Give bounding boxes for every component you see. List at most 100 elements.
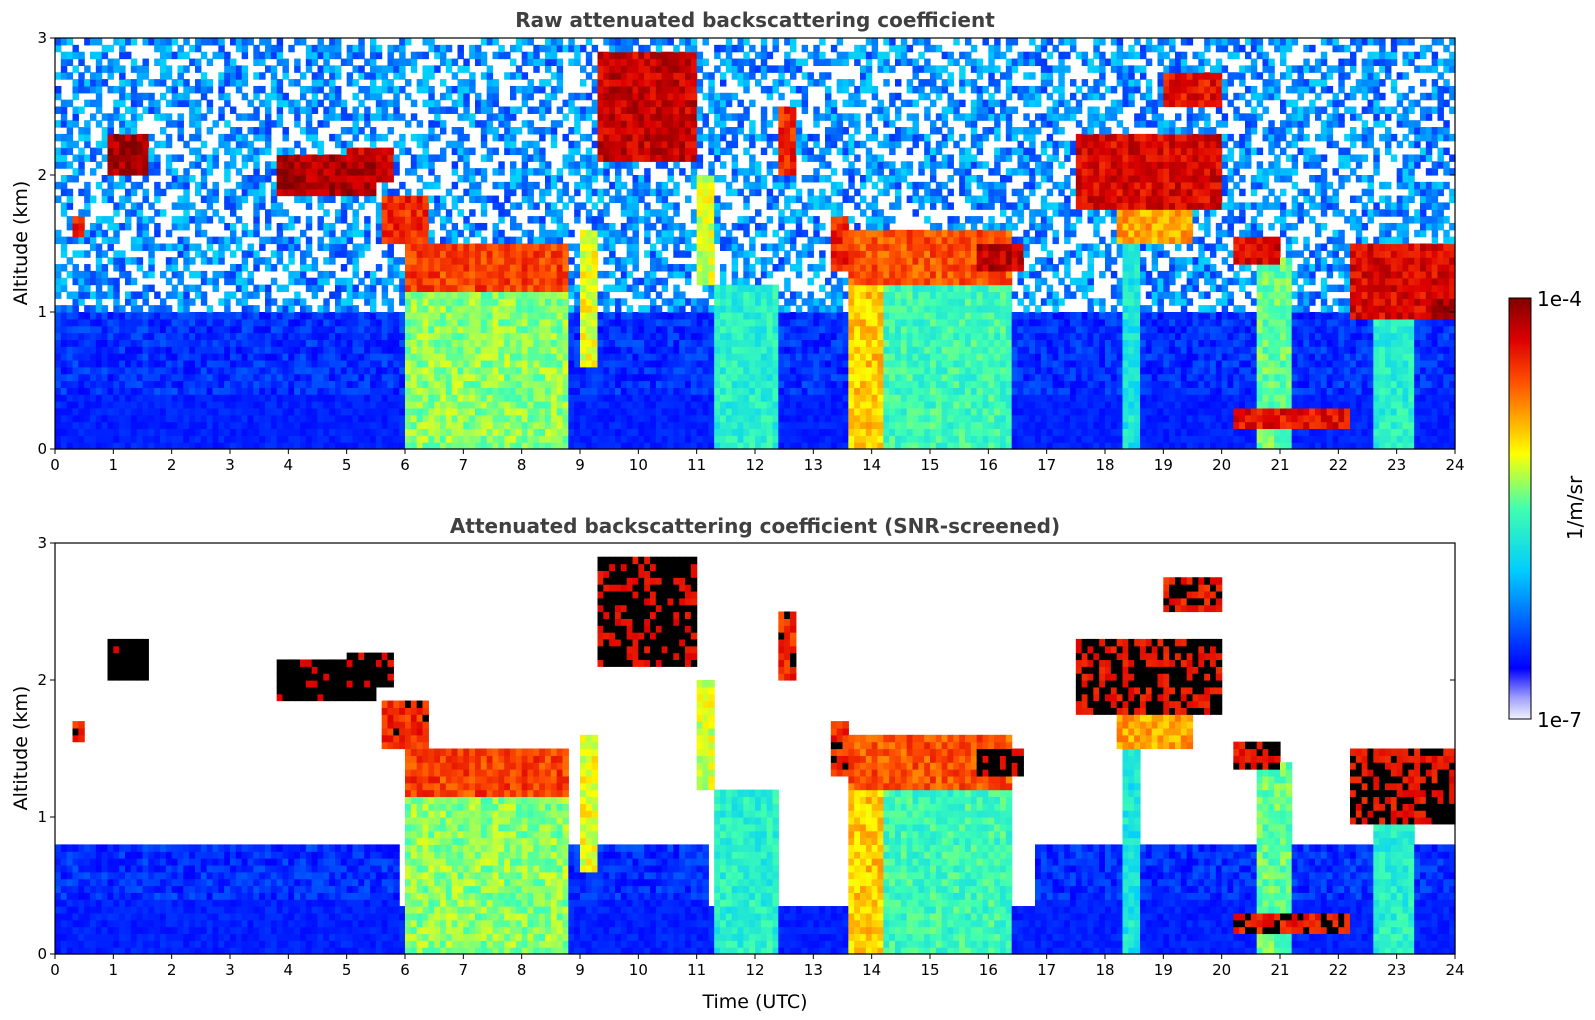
heatmap-cell: [107, 113, 114, 121]
heatmap-cell: [626, 92, 634, 101]
heatmap-cell: [673, 120, 680, 128]
heatmap-cell: [125, 428, 132, 436]
heatmap-cell: [300, 332, 307, 340]
heatmap-cell: [329, 106, 336, 114]
heatmap-cell: [276, 250, 284, 258]
heatmap-cell: [107, 58, 114, 66]
heatmap-cell: [638, 277, 645, 286]
heatmap-cell: [545, 332, 552, 340]
heatmap-cell: [486, 99, 494, 108]
heatmap-cell: [451, 339, 459, 347]
heatmap-cell: [597, 51, 604, 60]
heatmap-cell: [644, 373, 651, 382]
heatmap-cell: [230, 394, 237, 402]
heatmap-cell: [335, 44, 342, 53]
heatmap-cell: [527, 243, 534, 251]
heatmap-cell: [405, 353, 412, 361]
heatmap-cell: [562, 366, 569, 375]
heatmap-cell: [597, 154, 604, 162]
heatmap-cell: [329, 161, 336, 169]
heatmap-cell: [352, 414, 359, 423]
heatmap-cell: [562, 305, 569, 313]
heatmap-cell: [160, 65, 167, 73]
heatmap-cell: [533, 387, 540, 395]
heatmap-cell: [305, 181, 313, 190]
heatmap-cell: [469, 339, 476, 347]
heatmap-cell: [340, 236, 348, 245]
heatmap-cell: [95, 353, 103, 361]
heatmap-cell: [171, 181, 179, 190]
heatmap-cell: [661, 147, 669, 156]
heatmap-cell: [533, 284, 540, 293]
heatmap-cell: [387, 332, 394, 340]
heatmap-cell: [340, 305, 348, 313]
heatmap-cell: [393, 339, 400, 347]
heatmap-cell: [545, 106, 552, 114]
heatmap-cell: [300, 353, 307, 361]
heatmap-cell: [294, 140, 301, 149]
heatmap-cell: [556, 216, 564, 224]
heatmap-cell: [352, 120, 359, 128]
heatmap-cell: [154, 154, 161, 162]
heatmap-cell: [428, 291, 435, 299]
heatmap-cell: [200, 414, 208, 423]
heatmap-cell: [60, 442, 68, 450]
heatmap-cell: [457, 325, 464, 334]
heatmap-cell: [475, 339, 482, 347]
heatmap-cell: [253, 195, 260, 203]
heatmap-cell: [498, 332, 505, 340]
heatmap-cell: [165, 65, 173, 73]
heatmap-cell: [329, 380, 336, 388]
heatmap-cell: [504, 312, 511, 320]
heatmap-cell: [90, 291, 97, 299]
heatmap-cell: [661, 339, 669, 347]
heatmap-cell: [638, 65, 645, 73]
heatmap-cell: [241, 346, 249, 354]
heatmap-cell: [136, 147, 144, 156]
heatmap-cell: [294, 291, 301, 299]
heatmap-cell: [282, 428, 289, 436]
heatmap-cell: [580, 380, 587, 388]
heatmap-cell: [78, 277, 85, 286]
heatmap-cell: [480, 209, 488, 217]
heatmap-cell: [224, 421, 231, 430]
heatmap-cell: [428, 229, 435, 238]
heatmap-cell: [370, 85, 377, 94]
heatmap-cell: [469, 291, 476, 299]
heatmap-cell: [195, 366, 202, 375]
heatmap-cell: [165, 442, 173, 450]
heatmap-cell: [317, 421, 324, 430]
heatmap-cell: [323, 222, 330, 231]
heatmap-cell: [486, 421, 494, 430]
heatmap-cell: [556, 257, 564, 265]
heatmap-cell: [539, 401, 546, 409]
heatmap-cell: [626, 72, 634, 80]
heatmap-cell: [270, 325, 278, 334]
heatmap-cell: [527, 181, 534, 190]
heatmap-cell: [276, 44, 284, 53]
heatmap-cell: [661, 353, 669, 361]
heatmap-cell: [370, 181, 377, 190]
heatmap-cell: [113, 284, 120, 293]
heatmap-cell: [609, 38, 616, 46]
heatmap-cell: [615, 346, 622, 354]
heatmap-cell: [387, 65, 394, 73]
heatmap-cell: [154, 188, 161, 197]
heatmap-cell: [685, 85, 692, 94]
heatmap-cell: [650, 325, 657, 334]
heatmap-cell: [539, 270, 546, 279]
heatmap-cell: [626, 127, 634, 135]
heatmap-cell: [165, 154, 173, 162]
heatmap-cell: [154, 113, 161, 121]
heatmap-cell: [504, 421, 511, 430]
heatmap-cell: [597, 168, 604, 176]
heatmap-cell: [95, 264, 103, 272]
heatmap-cell: [270, 181, 278, 190]
heatmap-cell: [655, 38, 663, 46]
heatmap-cell: [410, 339, 418, 347]
heatmap-cell: [661, 346, 669, 354]
heatmap-cell: [521, 305, 529, 313]
heatmap-cell: [416, 85, 424, 94]
heatmap-cell: [364, 270, 371, 279]
heatmap-cell: [393, 414, 400, 423]
